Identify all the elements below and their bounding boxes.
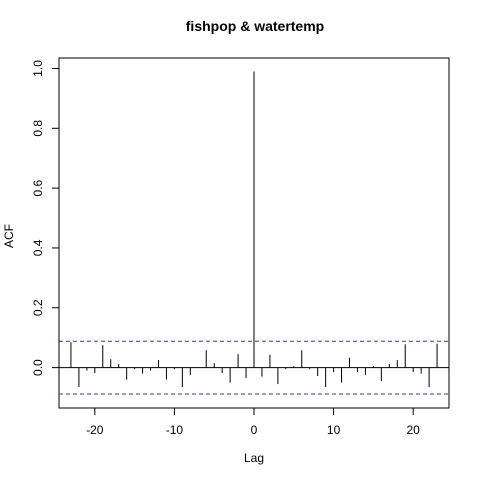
x-axis: -20 -10 0 10 20 — [86, 407, 421, 437]
y-tick-label: 1.0 — [31, 60, 45, 77]
x-tick-label: 10 — [327, 423, 341, 437]
data-layer — [59, 71, 449, 395]
y-tick-label: 0.2 — [31, 299, 45, 316]
x-axis-label: Lag — [244, 451, 264, 465]
x-tick-label: -20 — [86, 423, 104, 437]
y-tick-label: 0.0 — [31, 359, 45, 376]
x-tick-label: -10 — [166, 423, 184, 437]
x-tick-label: 0 — [251, 423, 258, 437]
x-tick-label: 20 — [407, 423, 421, 437]
y-axis-label: ACF — [2, 224, 16, 248]
y-axis: 0.0 0.2 0.4 0.6 0.8 1.0 — [31, 60, 60, 376]
y-tick-label: 0.8 — [31, 120, 45, 137]
y-tick-label: 0.6 — [31, 179, 45, 196]
y-tick-label: 0.4 — [31, 239, 45, 256]
chart-title: fishpop & watertemp — [186, 18, 324, 34]
